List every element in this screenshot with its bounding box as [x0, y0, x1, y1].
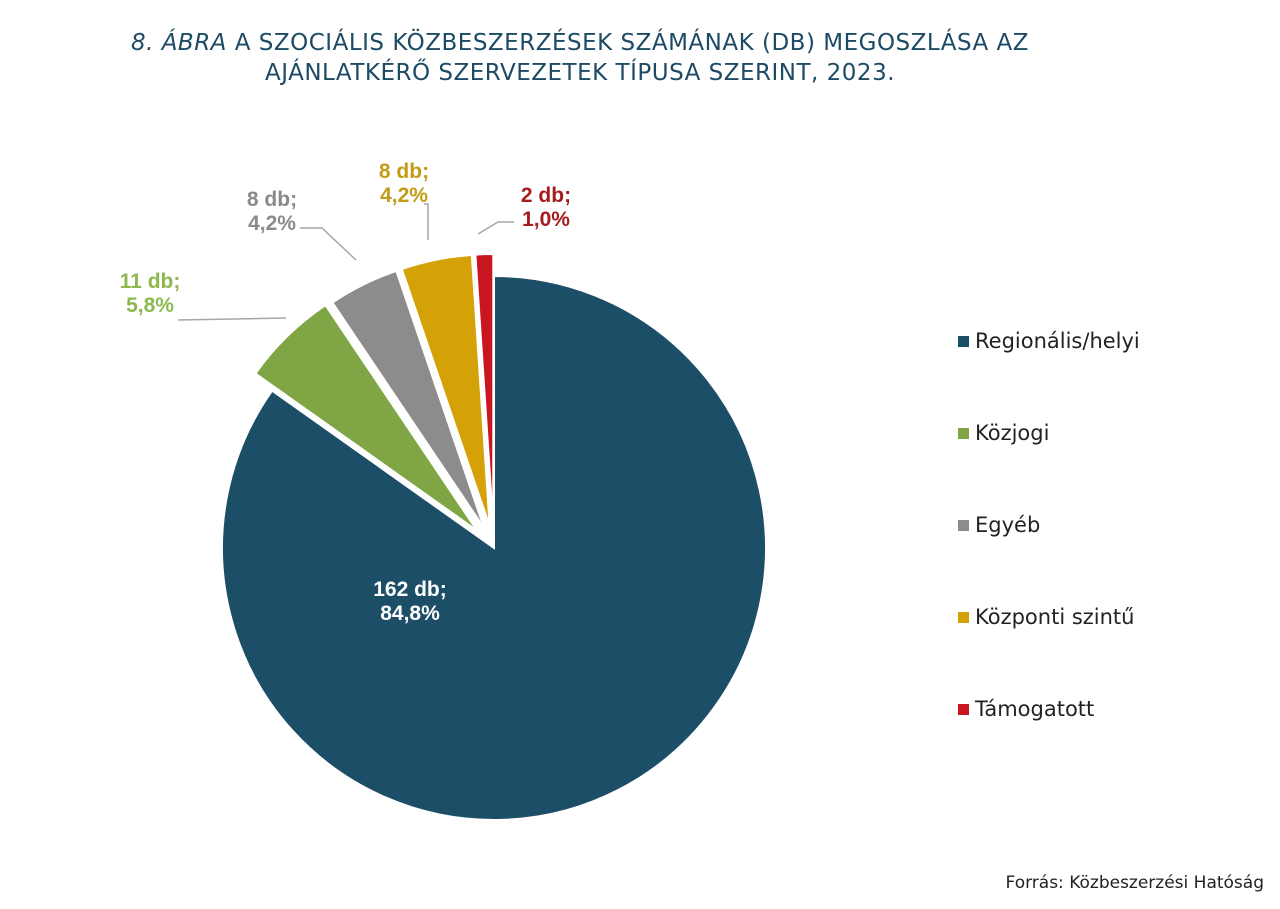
- legend-swatch: [958, 519, 969, 531]
- leader-line-kozjogi: [177, 317, 287, 321]
- pie-slice-regionalis-helyi: [221, 274, 767, 821]
- title-text-1: A SZOCIÁLIS KÖZBESZERZÉSEK SZÁMÁNAK (DB)…: [234, 30, 1030, 56]
- leader-line-tamogatott: [477, 221, 514, 235]
- legend-label: Támogatott: [975, 697, 1095, 721]
- legend-label: Közjogi: [975, 421, 1050, 445]
- legend-item-egyeb: Egyéb: [958, 510, 1040, 540]
- legend-item-kozjogi: Közjogi: [958, 418, 1049, 448]
- leader-line-egyeb: [300, 227, 357, 261]
- pie-slice-egyeb: [331, 269, 486, 529]
- legend-swatch: [958, 611, 969, 623]
- figure-number: 8. ÁBRA: [130, 30, 227, 56]
- pie-slice-kozponti-szintu: [400, 253, 491, 527]
- title-line-1: 8. ÁBRA A SZOCIÁLIS KÖZBESZERZÉSEK SZÁMÁ…: [0, 28, 1160, 58]
- data-label-regionalis-helyi: 162 db; 84,8%: [373, 578, 447, 625]
- legend-item-tamogatott: Támogatott: [958, 694, 1094, 724]
- data-label-egyeb: 8 db; 4,2%: [247, 188, 297, 235]
- legend-label: Regionális/helyi: [975, 329, 1140, 353]
- legend-item-kozponti-szintu: Központi szintű: [958, 602, 1134, 632]
- legend-item-regionalis-helyi: Regionális/helyi: [958, 326, 1140, 356]
- data-label-kozponti-szintu: 8 db; 4,2%: [379, 160, 429, 207]
- title-line-2: AJÁNLATKÉRŐ SZERVEZETEK TÍPUSA SZERINT, …: [264, 60, 896, 86]
- leader-line-kozponti-szintu: [424, 203, 429, 240]
- legend-swatch: [958, 427, 969, 439]
- legend-swatch: [958, 703, 969, 715]
- pie-slice-kozjogi: [253, 303, 479, 532]
- legend-label: Egyéb: [975, 513, 1041, 537]
- data-label-tamogatott: 2 db; 1,0%: [521, 184, 571, 231]
- legend-swatch: [958, 335, 969, 347]
- data-label-kozjogi: 11 db; 5,8%: [120, 270, 181, 317]
- source-note: Forrás: Közbeszerzési Hatóság: [1005, 873, 1264, 893]
- legend-label: Központi szintű: [975, 605, 1135, 629]
- chart-title: 8. ÁBRA A SZOCIÁLIS KÖZBESZERZÉSEK SZÁMÁ…: [0, 28, 1160, 88]
- pie-slice-tamogatott: [474, 253, 495, 527]
- pie-chart: 162 db; 84,8% 11 db; 5,8% 8 db; 4,2% 8 db; 4,2%…: [120, 160, 767, 821]
